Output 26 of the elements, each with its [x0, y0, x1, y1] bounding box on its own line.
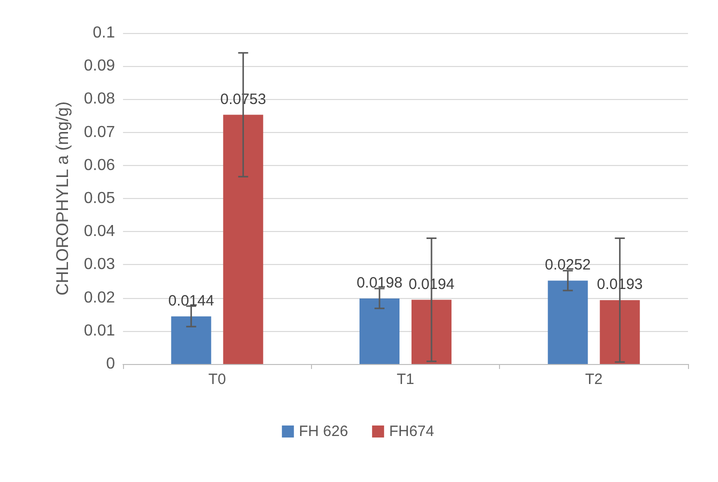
y-tick-label: 0.1 — [92, 24, 116, 42]
legend-label: FH 626 — [298, 423, 348, 440]
y-tick-label: 0.05 — [84, 190, 116, 207]
y-tick-label: 0.02 — [84, 289, 116, 306]
y-tick-label: 0.03 — [84, 256, 116, 274]
y-tick-label: 0.08 — [84, 90, 116, 108]
y-axis-title: CHLOROPHYLL a (mg/g) — [53, 102, 72, 296]
bar — [360, 298, 400, 364]
x-tick-label: T2 — [585, 371, 603, 388]
data-label: 0.0252 — [544, 256, 591, 274]
legend-label: FH674 — [389, 423, 434, 440]
y-tick-label: 0.09 — [84, 58, 116, 75]
y-tick-label: 0 — [106, 356, 116, 372]
bar — [600, 300, 640, 364]
bar — [171, 316, 212, 364]
bar — [548, 280, 588, 364]
data-label: 0.0144 — [168, 292, 214, 310]
y-tick-label: 0.04 — [84, 223, 116, 240]
bar — [412, 300, 452, 364]
y-tick-label: 0.07 — [84, 124, 116, 141]
x-tick-label: T0 — [208, 371, 226, 388]
y-tick-label: 0.06 — [84, 156, 116, 174]
bar — [223, 114, 264, 364]
x-tick-label: T1 — [396, 371, 414, 388]
data-label: 0.0198 — [356, 274, 402, 292]
y-tick-label: 0.01 — [84, 322, 116, 340]
